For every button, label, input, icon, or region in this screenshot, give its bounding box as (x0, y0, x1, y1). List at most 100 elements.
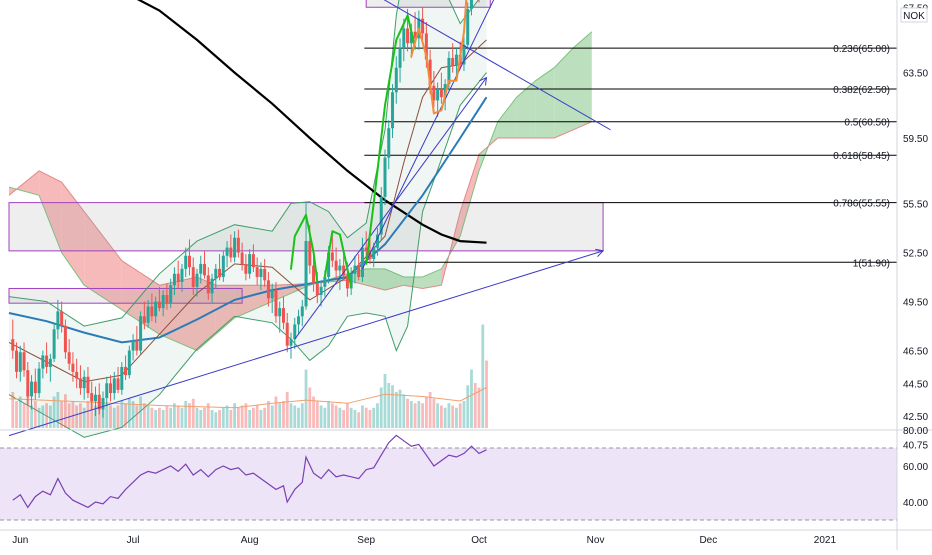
candle-body (221, 255, 225, 278)
volume-bar (75, 405, 79, 428)
volume-bar (120, 401, 124, 428)
volume-bar (180, 407, 184, 428)
fib-label: 0.382(62.50) (833, 85, 890, 96)
candle-body (297, 316, 301, 325)
candle-body (308, 241, 312, 266)
green-arrow-3 (365, 14, 417, 265)
time-tick-label: Nov (587, 535, 605, 546)
candle-body (266, 280, 270, 299)
candle-body (349, 273, 353, 289)
candle-body (112, 378, 116, 394)
candle-body (75, 371, 79, 379)
candle-body (244, 263, 248, 274)
volume-bar (203, 407, 206, 428)
volume-bar (364, 407, 368, 428)
volume-bar (312, 396, 315, 428)
volume-bar (199, 410, 203, 428)
candle-body (240, 252, 244, 264)
candle-body (345, 275, 349, 289)
candle-body (15, 350, 19, 372)
volume-bar (52, 396, 56, 428)
candle-body (154, 301, 158, 317)
time-tick-label: 2021 (814, 535, 837, 546)
volume-bar (278, 403, 282, 428)
volume-bar (127, 398, 131, 428)
volume-bar (447, 403, 451, 428)
candle-body (259, 268, 263, 278)
candle-body (41, 355, 45, 369)
volume-bar (417, 401, 421, 428)
candle-body (357, 265, 361, 278)
rsi-tick-label: 60.00 (903, 462, 928, 473)
candle-body (319, 286, 323, 296)
candle-body (451, 57, 455, 67)
price-tick-label: 46.50 (903, 347, 928, 358)
candle-body (353, 265, 357, 274)
zone-top-box (365, 0, 491, 8)
candle-body (402, 28, 406, 49)
cloud-span-a (8, 31, 593, 352)
cloud-segment (39, 170, 62, 253)
volume-bar (82, 407, 86, 428)
candle-body (383, 157, 387, 197)
volume-bar (41, 405, 45, 428)
volume-bar (11, 392, 15, 428)
volume-bar (64, 394, 67, 428)
candle-body (45, 355, 49, 367)
cloud-segment (121, 260, 160, 335)
candle-body (274, 290, 278, 317)
candle-body (293, 324, 297, 340)
volume-bar (48, 405, 52, 428)
candle-body (176, 273, 180, 282)
volume-bar (361, 405, 364, 428)
volume-bar (458, 403, 462, 428)
volume-bar (135, 405, 139, 428)
candle-body (131, 340, 135, 351)
candle-body (379, 196, 383, 235)
cloud-segment (516, 80, 536, 139)
candle-body (37, 368, 41, 394)
volume-bar (195, 407, 199, 428)
candle-body (139, 316, 143, 351)
candle-body (67, 352, 71, 364)
volume-bar (391, 385, 394, 428)
time-tick-label: Jun (12, 535, 28, 546)
trendline-arrowhead (479, 76, 488, 86)
volume-bar (33, 401, 37, 428)
candle-body (172, 273, 176, 286)
candle-body (169, 285, 173, 304)
volume-bar (229, 410, 233, 428)
candle-body (157, 301, 161, 309)
candle-body (52, 329, 56, 359)
candle-body (255, 267, 259, 278)
trendline (383, 0, 611, 131)
price-tick-label: 42.50 (903, 412, 928, 423)
volume-bar (214, 412, 218, 428)
cloud-segment (460, 154, 479, 237)
cloud-segment (366, 268, 385, 291)
volume-bar (165, 405, 169, 428)
volume-bar (451, 405, 455, 428)
candle-body (330, 252, 334, 261)
price-tick-label: 55.50 (903, 199, 928, 210)
candle-body (60, 311, 64, 327)
candle-body (214, 268, 218, 279)
volume-bar (323, 407, 327, 428)
volume-bar (259, 410, 263, 428)
volume-bar (334, 405, 338, 428)
candle-body (33, 381, 37, 394)
candle-body (97, 394, 101, 410)
volume-bar (71, 401, 75, 428)
volume-bar (293, 405, 297, 428)
candle-body (304, 241, 308, 307)
candle-body (93, 394, 97, 402)
candle-body (251, 254, 255, 268)
candle-body (281, 308, 285, 323)
volume-bar (161, 410, 165, 428)
volume-bar (406, 398, 409, 428)
candle-body (263, 268, 267, 281)
candle-body (135, 340, 139, 351)
candle-body (90, 393, 94, 402)
volume-bar (443, 407, 447, 428)
